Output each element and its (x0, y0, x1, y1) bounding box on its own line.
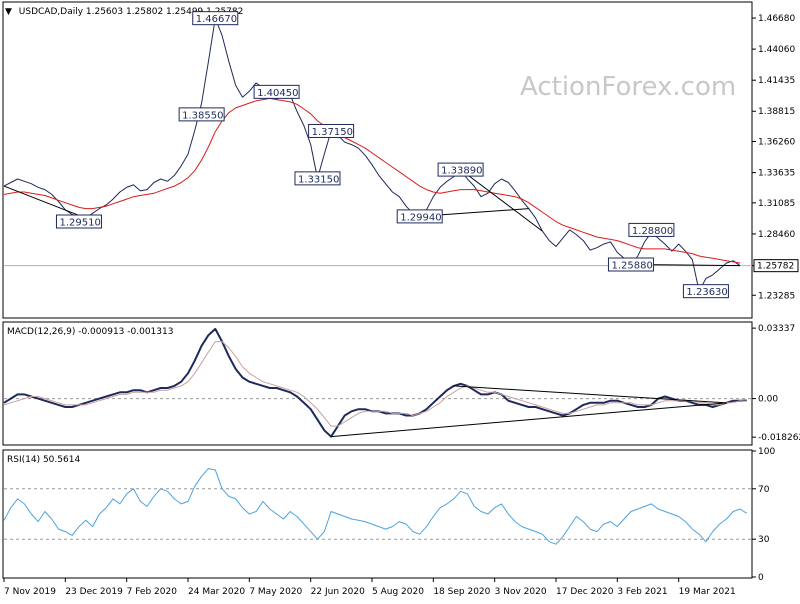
price-annotation: 1.29940 (396, 209, 443, 224)
price-layer: 1.46680 1.44060 1.41435 1.38815 1.36260 1.336… (3, 11, 799, 301)
price-annotation-box (178, 107, 225, 122)
macd-upper-trendline (453, 385, 727, 404)
price-annotation: 1.33150 (294, 171, 341, 186)
rsi-ytick-label: 70 (758, 485, 770, 495)
macd-ytick-label: -0.018262 (758, 433, 800, 443)
price-annotation-label: 1.37150 (312, 127, 353, 138)
price-annotation-box (607, 257, 654, 272)
watermark-text: ActionForex.com (520, 72, 736, 102)
price-annotation-label: 1.33890 (441, 166, 482, 177)
price-annotation: 1.25880 (607, 257, 654, 272)
price-annotation-label: 1.38550 (182, 110, 223, 121)
price-annotation-label: 1.33150 (298, 174, 339, 185)
x-tick-label: 5 Aug 2020 (372, 587, 424, 597)
price-annotation-label: 1.23630 (686, 287, 727, 298)
price-annotation: 1.33890 (437, 162, 484, 177)
price-panel-title: ▼ USDCAD,Daily 1.25603 1.25802 1.25499 1… (5, 7, 243, 17)
price-annotation: 1.28800 (628, 222, 675, 237)
x-tick-label: 23 Dec 2019 (65, 587, 123, 597)
x-tick-label: 7 Feb 2020 (127, 587, 178, 597)
current-price-tag (753, 259, 799, 273)
price-annotation-label: 1.40450 (257, 88, 298, 99)
rsi-ytick-label: 100 (758, 447, 775, 457)
price-annotation-label: 1.28800 (632, 226, 673, 237)
price-annotation: 1.29510 (55, 214, 102, 229)
macd-ytick-label: 0.03337 (758, 324, 795, 334)
price-ytick-label: 1.31085 (758, 199, 795, 209)
price-annotation-box (682, 284, 729, 299)
rsi-panel-title: RSI(14) 50.5614 (7, 455, 80, 465)
price-annotation-box (628, 222, 675, 237)
macd-ytick-label: 0.00 (758, 395, 778, 405)
rsi-ytick-label: 30 (758, 535, 770, 545)
macd-panel-title: MACD(12,26,9) -0.000913 -0.001313 (7, 327, 173, 337)
rsi-line (3, 468, 748, 545)
macd-layer: 0.03337 0.00 -0.018262 (3, 324, 800, 443)
macd-main-line (3, 327, 747, 438)
x-axis: 7 Nov 2019 23 Dec 2019 7 Feb 2020 24 Mar 20… (3, 578, 736, 597)
price-annotation-box (294, 171, 341, 186)
price-annotation: 1.46670 (192, 11, 239, 26)
trendline-resistance-2 (460, 169, 543, 232)
x-tick-label: 19 Mar 2021 (679, 587, 736, 597)
price-ytick-label: 1.33635 (758, 169, 795, 179)
x-tick-label: 17 Dec 2020 (556, 587, 614, 597)
price-annotation-label: 1.29940 (400, 212, 441, 223)
macd-lower-trendline (331, 402, 727, 438)
price-annotation: 1.37150 (308, 123, 355, 138)
x-tick-label: 24 Mar 2020 (188, 587, 245, 597)
macd-signal-line (3, 341, 747, 427)
x-tick-label: 7 Nov 2019 (4, 587, 56, 597)
trendline-resistance-1 (3, 185, 86, 219)
price-annotation-box (55, 214, 102, 229)
price-annotation-box (396, 209, 443, 224)
price-annotation-box (253, 84, 300, 99)
rsi-ytick-label: 0 (758, 573, 764, 583)
price-annotation: 1.38550 (178, 107, 225, 122)
price-ytick-label: 1.36260 (758, 138, 795, 148)
price-annotation-label: 1.25880 (611, 261, 652, 272)
rsi-layer: 100 70 30 0 (3, 447, 775, 583)
price-annotation-box (308, 123, 355, 138)
price-ytick-label: 1.41435 (758, 76, 795, 86)
price-annotation-box (437, 162, 484, 177)
rsi-panel-frame (2, 449, 753, 579)
price-header-text: USDCAD,Daily 1.25603 1.25802 1.25499 1.2… (19, 7, 244, 17)
moving-average-line (3, 97, 741, 264)
price-ytick-label: 1.46680 (758, 14, 795, 24)
current-price-label: 1.25782 (757, 262, 794, 272)
price-ytick-label: 1.38815 (758, 107, 795, 117)
x-tick-label: 7 May 2020 (249, 587, 302, 597)
x-tick-label: 3 Nov 2020 (495, 587, 547, 597)
price-panel-frame (2, 1, 753, 319)
price-ytick-label: 1.44060 (758, 45, 795, 55)
price-series-line (3, 17, 741, 292)
price-annotation-box (192, 11, 239, 26)
price-ytick-label: 1.23285 (758, 291, 795, 301)
x-tick-label: 18 Sep 2020 (433, 587, 490, 597)
price-annotation: 1.23630 (682, 284, 729, 299)
x-tick-label: 3 Feb 2021 (617, 587, 667, 597)
x-tick-label: 22 Jun 2020 (311, 587, 365, 597)
collapse-arrow-icon: ▼ (5, 7, 12, 17)
price-annotation-label: 1.46670 (196, 14, 237, 25)
price-annotation-label: 1.29510 (59, 217, 100, 228)
price-ytick-label: 1.28460 (758, 230, 795, 240)
macd-panel-frame (2, 321, 753, 446)
price-annotation: 1.40450 (253, 84, 300, 99)
